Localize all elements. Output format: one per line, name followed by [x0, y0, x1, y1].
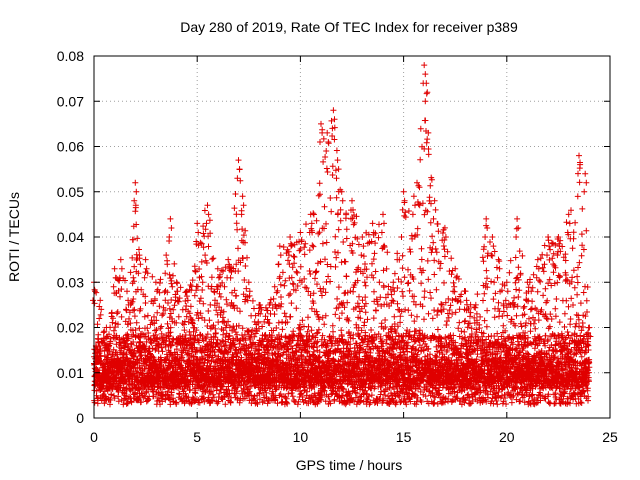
y-tick-label: 0.04: [57, 229, 84, 245]
y-tick-label: 0: [76, 410, 84, 426]
x-tick-label: 10: [293, 429, 309, 445]
x-tick-label: 20: [499, 429, 515, 445]
x-tick-label: 15: [396, 429, 412, 445]
y-axis-label: ROTI / TECUs: [6, 192, 22, 282]
y-tick-label: 0.05: [57, 184, 84, 200]
data-points: [90, 62, 594, 408]
y-tick-label: 0.06: [57, 139, 84, 155]
x-axis-label: GPS time / hours: [296, 457, 403, 473]
x-tick-label: 5: [193, 429, 201, 445]
chart-title: Day 280 of 2019, Rate Of TEC Index for r…: [180, 19, 518, 35]
y-tick-label: 0.03: [57, 274, 84, 290]
roti-series-points: [90, 62, 594, 408]
x-tick-label: 25: [602, 429, 618, 445]
y-axis-ticks: 0 0.01 0.02 0.03 0.04 0.05 0.06 0.07 0.08: [57, 48, 610, 426]
y-tick-label: 0.08: [57, 48, 84, 64]
x-tick-label: 0: [90, 429, 98, 445]
y-tick-label: 0.02: [57, 320, 84, 336]
y-tick-label: 0.01: [57, 365, 84, 381]
y-tick-label: 0.07: [57, 93, 84, 109]
x-axis-ticks: 0 5 10 15 20 25: [90, 56, 618, 445]
